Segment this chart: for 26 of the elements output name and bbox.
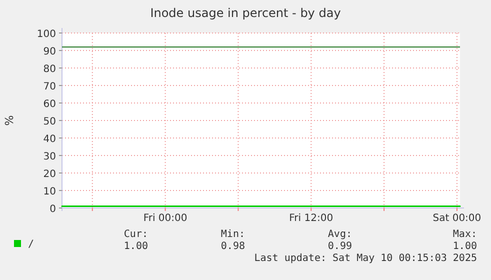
y-tick-label: 80 — [43, 64, 56, 75]
text: 1.00 — [124, 241, 148, 252]
y-tick-label: 50 — [43, 116, 56, 128]
y-axis-title: % — [3, 115, 16, 126]
y-tick-label: 90 — [43, 46, 56, 58]
x-tick-label: Sat 00:00 — [432, 213, 482, 224]
y-tick-label: 40 — [43, 134, 56, 145]
x-tick-label: Fri 12:00 — [289, 213, 334, 224]
text: Avg: — [328, 229, 352, 240]
text: Cur: — [124, 229, 148, 240]
y-tick-label: 60 — [43, 99, 56, 110]
y-tick-label: 100 — [36, 29, 56, 40]
text: Min: — [220, 229, 245, 240]
text: 1.00 — [452, 241, 477, 252]
legend-label: / — [28, 239, 34, 250]
text: Last update: Sat May 10 00:15:03 2025 — [254, 253, 477, 264]
x-tick-label: Fri 00:00 — [143, 213, 188, 224]
y-tick-label: 20 — [43, 169, 56, 180]
y-tick-label: 30 — [43, 152, 56, 162]
chart-title: Inode usage in percent - by day — [150, 6, 341, 20]
text: Max: — [452, 229, 477, 240]
y-tick-label: 10 — [43, 186, 56, 198]
y-tick-label: 0 — [50, 204, 56, 215]
y-tick-label: 70 — [43, 82, 56, 92]
text: 0.99 — [328, 241, 352, 252]
text: 0.98 — [220, 241, 245, 252]
